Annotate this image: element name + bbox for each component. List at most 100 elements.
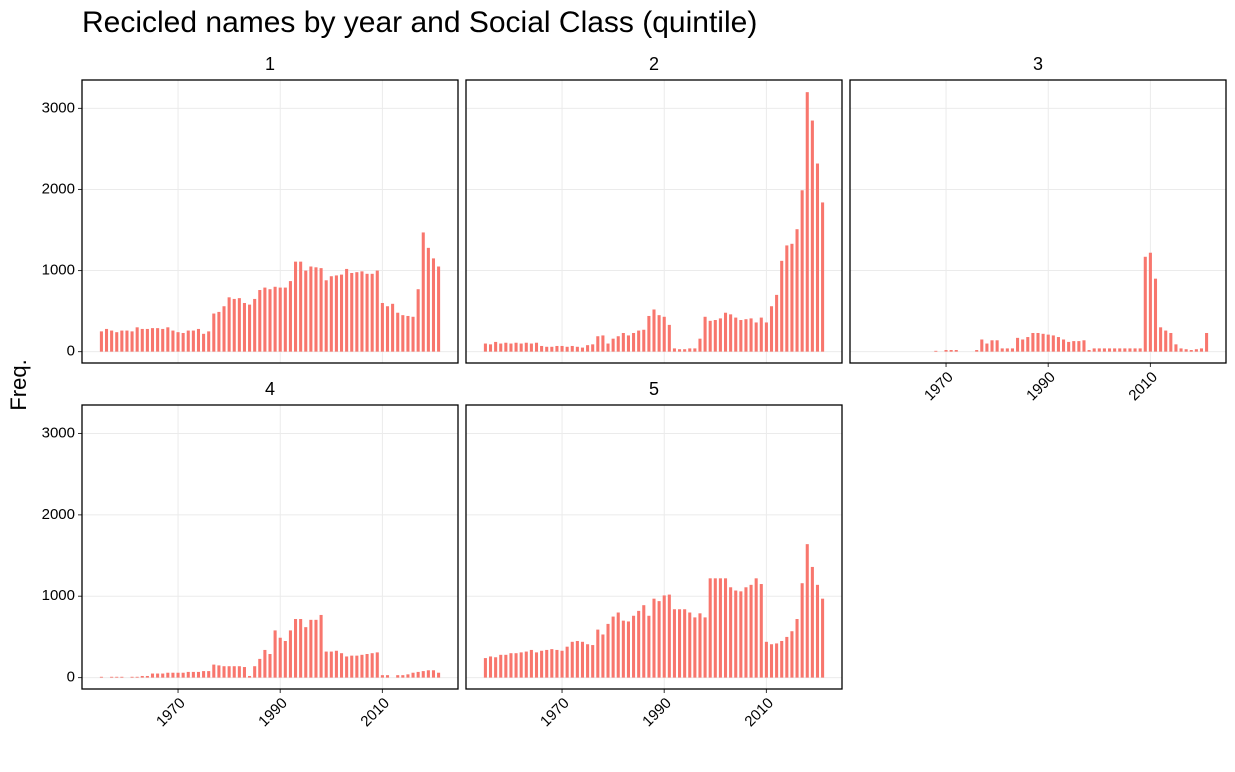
bar: [652, 309, 656, 352]
bar: [273, 286, 277, 352]
bar: [980, 339, 984, 352]
bar: [365, 273, 369, 352]
panel-title: 1: [265, 54, 275, 74]
bar: [437, 672, 441, 678]
bar: [334, 275, 338, 352]
bar: [339, 653, 344, 678]
bar: [268, 654, 272, 678]
panel-border: [849, 79, 1227, 364]
bar: [570, 641, 574, 678]
bar: [242, 667, 246, 678]
bar: [759, 584, 763, 678]
bar: [759, 317, 763, 352]
bar: [483, 343, 487, 352]
bar: [1169, 332, 1173, 352]
bar: [1062, 339, 1066, 352]
bar: [1205, 332, 1209, 352]
bar: [416, 671, 420, 678]
bar: [283, 640, 287, 678]
bar: [708, 320, 712, 352]
bar: [411, 672, 415, 678]
bar: [775, 643, 779, 678]
bar: [1148, 252, 1152, 352]
bar: [426, 247, 430, 352]
bar: [396, 675, 400, 678]
bar: [156, 673, 160, 678]
bar: [780, 260, 784, 352]
x-tick-label: 2010: [741, 695, 777, 731]
bar: [698, 338, 702, 352]
bar: [596, 336, 600, 352]
bar: [150, 328, 155, 352]
bar: [626, 621, 630, 678]
bar: [764, 322, 768, 352]
bar: [734, 317, 738, 352]
bar: [1159, 327, 1163, 352]
bar: [601, 335, 605, 352]
x-tick-label: 1990: [639, 695, 675, 731]
bar: [723, 312, 728, 352]
bar: [431, 258, 436, 352]
bar: [990, 340, 994, 352]
bar: [1102, 348, 1106, 352]
bar: [586, 345, 590, 352]
bar: [248, 675, 252, 678]
bar: [237, 666, 241, 678]
bar: [324, 280, 328, 352]
bar: [217, 311, 221, 352]
bar: [263, 287, 267, 352]
bar: [222, 666, 226, 678]
bar: [693, 348, 697, 352]
bar: [232, 298, 236, 352]
panel: 3 1970 1990 2010: [849, 54, 1227, 404]
bar: [632, 615, 636, 678]
bar: [934, 350, 938, 352]
bar: [606, 623, 610, 678]
bar: [780, 640, 784, 678]
x-tick-label: 1970: [153, 695, 189, 731]
bar: [591, 645, 595, 678]
bar: [815, 584, 820, 678]
bar: [698, 613, 702, 678]
bar: [375, 270, 379, 352]
bar: [555, 345, 559, 352]
bar: [545, 346, 549, 352]
bar: [540, 345, 544, 352]
bar: [99, 331, 103, 352]
bar: [421, 232, 425, 352]
bar: [130, 676, 134, 678]
bar: [263, 649, 267, 678]
x-tick-label: 1990: [255, 695, 291, 731]
bar: [1143, 256, 1147, 352]
bar: [514, 653, 518, 678]
bar: [1174, 344, 1178, 352]
bar: [1138, 348, 1142, 352]
bar: [135, 327, 139, 352]
panel: 4 0 1000 2000 3000 1970 1990 2010: [42, 379, 459, 731]
bar: [294, 619, 298, 678]
bar: [161, 673, 165, 678]
bar: [723, 578, 728, 678]
bar: [815, 163, 820, 352]
bar: [120, 330, 124, 352]
bar: [499, 654, 503, 678]
bar: [258, 290, 262, 352]
bar: [693, 617, 697, 678]
bar: [350, 655, 354, 678]
bar: [488, 656, 493, 678]
bar: [1000, 348, 1004, 352]
bar: [288, 281, 292, 352]
panel: 2: [465, 54, 843, 364]
panel-border: [465, 404, 843, 690]
bar: [611, 338, 615, 352]
bar: [304, 627, 308, 678]
bar: [632, 332, 636, 352]
bar: [319, 268, 323, 352]
bar: [678, 349, 682, 352]
bar: [580, 347, 585, 352]
bar: [1092, 348, 1096, 352]
bar: [232, 666, 236, 678]
bar: [217, 665, 221, 678]
bar: [488, 344, 493, 352]
bar: [1164, 330, 1168, 352]
